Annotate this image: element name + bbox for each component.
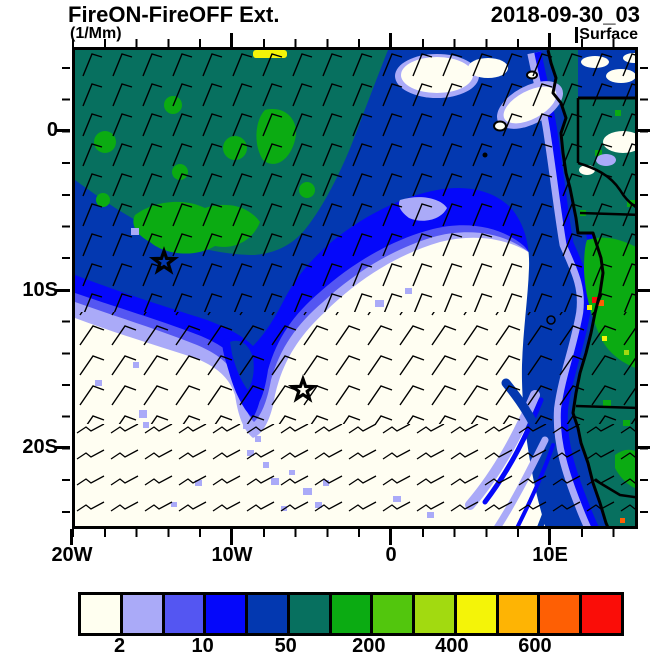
x-major-tick [548,529,551,545]
y-tick-label: 20S [22,436,58,458]
x-major-tick [548,33,551,47]
x-major-tick [70,529,73,545]
x-tick-label: 20W [51,544,93,566]
wind-barbs-middle [75,312,635,424]
colorbar-swatch [248,595,290,633]
wind-barbs-upper [75,50,635,312]
colorbar-swatch [331,595,374,633]
level-label: Surface [575,26,638,44]
y-major-tick [56,446,70,449]
colorbar-swatch [164,595,207,633]
units-label: (1/Mm) [70,25,122,42]
colorbar-swatch [415,595,457,633]
timestamp-label: 2018-09-30_03 [490,2,640,27]
y-major-tick [638,446,650,449]
x-major-tick [230,529,233,545]
colorbar-swatch [456,595,499,633]
y-major-tick [638,289,650,292]
colorbar-swatch [582,595,621,633]
colorbar-tick-label: 400 [435,635,469,657]
y-tick-label: 10S [22,279,58,301]
colorbar-tick-label: 50 [274,635,297,657]
colorbar-swatch [206,595,249,633]
colorbar-swatch [540,595,583,633]
axis-ticks-bottom-minor [72,529,638,537]
x-major-tick [389,529,392,545]
colorbar-labels: 2 10 50 200 400 600 [78,635,618,659]
colorbar-tick-label: 200 [352,635,386,657]
x-tick-label: 10W [211,544,253,566]
wind-barbs-lower [75,424,635,526]
colorbar-tick-label: 10 [191,635,214,657]
y-major-tick [56,289,70,292]
y-tick-label: 0 [46,119,58,141]
colorbar-swatch [373,595,416,633]
y-major-tick [638,129,650,132]
colorbar-tick-label: 600 [518,635,552,657]
star-marker [287,374,319,403]
x-major-tick [230,33,233,47]
star-marker [148,246,180,275]
tick-mark [575,27,579,43]
page-title: FireON-FireOFF Ext. [68,2,280,27]
colorbar [78,592,624,636]
y-major-tick [56,129,70,132]
map-panel [72,47,638,529]
colorbar-swatch [122,595,165,633]
x-major-tick [389,33,392,47]
colorbar-swatch [81,595,123,633]
x-tick-label: 0 [385,544,397,566]
map-canvas [75,50,635,526]
colorbar-tick-label: 2 [113,635,126,657]
axis-ticks-top-minor [72,39,638,47]
colorbar-swatch [289,595,332,633]
x-tick-label: 10E [532,544,568,566]
colorbar-swatch [498,595,541,633]
